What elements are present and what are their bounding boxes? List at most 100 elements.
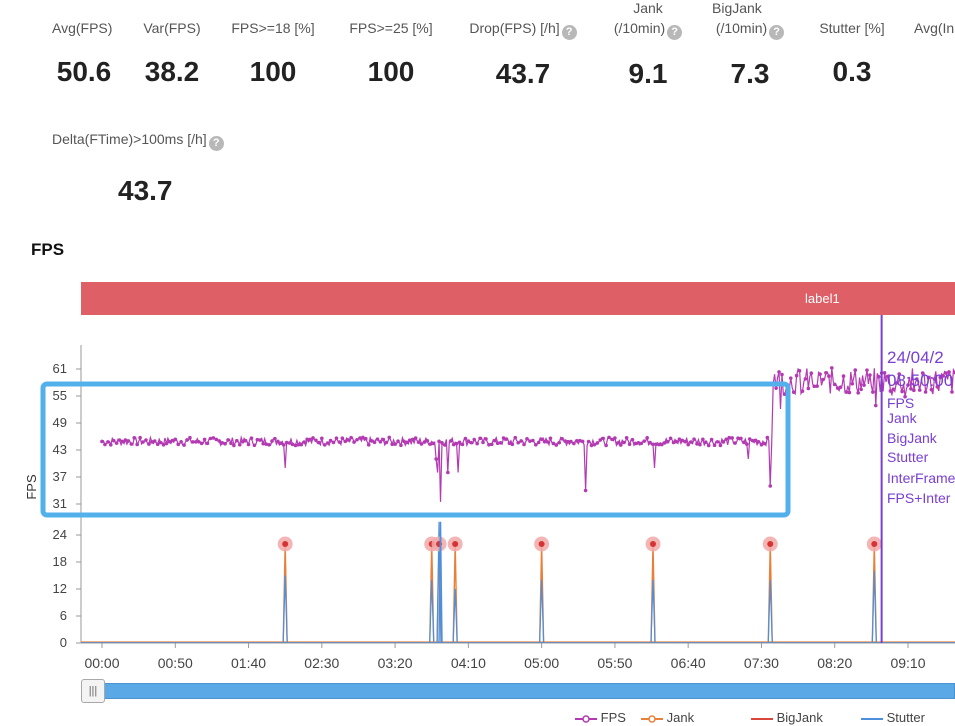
fps-point bbox=[815, 384, 819, 388]
fps-point bbox=[150, 440, 154, 444]
fps-point bbox=[686, 442, 690, 447]
help-icon[interactable]: ? bbox=[769, 25, 785, 40]
fps-point bbox=[158, 440, 163, 445]
fps-point bbox=[399, 443, 403, 448]
fps-point bbox=[182, 443, 186, 447]
y-tick-label: 12 bbox=[53, 581, 67, 596]
fps-point bbox=[598, 438, 603, 442]
legend-item-jank[interactable]: Jank bbox=[641, 710, 694, 725]
legend-item-stutter[interactable]: Stutter bbox=[861, 710, 925, 725]
tooltip-line: Jank bbox=[887, 410, 918, 426]
fps-point bbox=[554, 443, 559, 447]
fps-point bbox=[580, 439, 585, 444]
fps-point bbox=[413, 436, 418, 440]
fps-point bbox=[129, 442, 134, 446]
metric-label: Stutter [%] bbox=[819, 20, 885, 36]
fps-point bbox=[484, 437, 488, 441]
fps-point bbox=[448, 439, 453, 443]
y-tick-label: 0 bbox=[60, 635, 67, 650]
metric-jank: Jank (/10min)? 9.1 bbox=[606, 0, 690, 90]
legend-label: BigJank bbox=[776, 710, 823, 725]
metric-label: FPS>=18 [%] bbox=[231, 20, 315, 36]
metric-stutter: Stutter [%] 0.3 bbox=[810, 18, 894, 88]
fps-point bbox=[718, 443, 723, 448]
fps-point bbox=[328, 438, 333, 443]
fps-point bbox=[692, 437, 696, 441]
fps-point bbox=[490, 442, 494, 447]
legend-item-fps[interactable]: FPS bbox=[575, 710, 626, 725]
legend-item-bigjank[interactable]: BigJank bbox=[751, 710, 823, 725]
fps-point bbox=[287, 441, 292, 445]
tooltip-line: FPS bbox=[887, 395, 914, 411]
fps-point bbox=[844, 390, 849, 394]
fps-point bbox=[545, 440, 550, 444]
fps-point bbox=[232, 443, 236, 448]
fps-point bbox=[437, 439, 441, 444]
y-axis-label: FPS bbox=[24, 474, 39, 500]
fps-point bbox=[305, 437, 309, 442]
fps-point bbox=[366, 443, 371, 447]
fps-point bbox=[797, 369, 802, 373]
fps-point bbox=[531, 438, 535, 443]
metric-label-line1: Jank bbox=[633, 0, 663, 16]
fps-point bbox=[680, 438, 685, 443]
fps-point bbox=[891, 387, 896, 391]
fps-point bbox=[695, 442, 699, 446]
fps-point bbox=[167, 439, 172, 444]
fps-point bbox=[522, 442, 526, 447]
fps-point bbox=[662, 441, 667, 445]
fps-point bbox=[405, 440, 409, 445]
fps-point bbox=[396, 439, 400, 443]
fps-point bbox=[630, 437, 635, 442]
fps-point bbox=[188, 435, 192, 440]
fps-point bbox=[577, 438, 582, 443]
fps-point bbox=[410, 437, 415, 442]
fps-point bbox=[868, 373, 872, 377]
bigjank-marker bbox=[650, 541, 657, 547]
metric-label: Drop(FPS) [/h]? bbox=[460, 18, 586, 40]
fps-point bbox=[311, 436, 315, 440]
time-range-slider[interactable] bbox=[104, 683, 955, 699]
fps-point bbox=[712, 443, 717, 448]
bigjank-marker bbox=[282, 541, 289, 547]
fps-point bbox=[481, 440, 485, 445]
help-icon[interactable]: ? bbox=[208, 136, 224, 151]
tooltip-line: FPS+Inter bbox=[887, 490, 951, 506]
fps-point bbox=[363, 436, 368, 441]
metric-value: 43.7 bbox=[118, 175, 173, 206]
bigjank-marker bbox=[871, 541, 878, 547]
stutter-spike bbox=[436, 521, 442, 644]
fps-point bbox=[337, 440, 342, 444]
fps-point bbox=[273, 436, 277, 441]
fps-point bbox=[745, 442, 749, 446]
fps-point bbox=[446, 470, 450, 475]
fps-point bbox=[689, 440, 693, 444]
metric-label-text: Delta(FTime)>100ms [/h] bbox=[52, 131, 207, 147]
fps-point bbox=[472, 437, 477, 442]
fps-point bbox=[498, 441, 503, 445]
fps-point bbox=[120, 439, 125, 444]
fps-point bbox=[794, 373, 799, 378]
slider-handle[interactable]: ||| bbox=[81, 679, 105, 703]
fps-point bbox=[727, 435, 732, 440]
metric-fps-18: FPS>=18 [%] 100 bbox=[226, 18, 320, 88]
fps-point bbox=[114, 441, 119, 445]
stutter-spike bbox=[452, 588, 458, 644]
fps-point bbox=[859, 387, 863, 392]
help-icon[interactable]: ? bbox=[667, 25, 683, 40]
fps-point bbox=[648, 440, 652, 445]
legend-label: FPS bbox=[600, 710, 626, 725]
fps-point bbox=[610, 437, 614, 442]
fps-point bbox=[352, 440, 356, 444]
metric-label: Avg(FPS) bbox=[52, 20, 113, 36]
fps-point bbox=[252, 443, 257, 448]
label-band[interactable]: label1 bbox=[81, 282, 955, 315]
fps-point bbox=[425, 439, 430, 443]
fps-point bbox=[478, 436, 482, 441]
help-icon[interactable]: ? bbox=[561, 25, 577, 40]
fps-point bbox=[871, 390, 875, 394]
fps-point bbox=[557, 440, 562, 445]
fps-chart[interactable]: 0 6 12 18 24 31 37 43 49 55 61 FPS 00:00 00:50 01:40 02… bbox=[0, 315, 955, 681]
fps-point bbox=[161, 443, 166, 447]
fps-point bbox=[191, 440, 195, 444]
